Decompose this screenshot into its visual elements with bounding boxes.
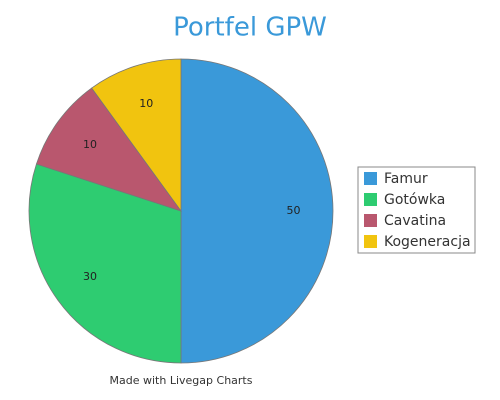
pie-slice (91, 58, 182, 213)
legend-label: Famur (384, 171, 428, 187)
legend-label: Kogeneracja (384, 234, 471, 250)
chart-title: Portfel GPW (173, 13, 327, 43)
legend-swatch (364, 172, 377, 185)
pie-slice (35, 87, 183, 212)
legend-swatch (364, 193, 377, 206)
legend-label: Cavatina (384, 213, 446, 229)
data-label: 10 (139, 97, 153, 110)
data-label: 50 (286, 204, 300, 217)
legend-label: Gotówka (384, 192, 445, 208)
legend-swatch (364, 235, 377, 248)
legend-box (357, 166, 476, 254)
credit: Made with Livegap Charts (110, 374, 253, 387)
data-label: 10 (83, 138, 97, 151)
legend-swatch (364, 214, 377, 227)
pie-slice (28, 163, 182, 364)
data-label: 30 (83, 270, 97, 283)
pie-slice (180, 58, 334, 364)
